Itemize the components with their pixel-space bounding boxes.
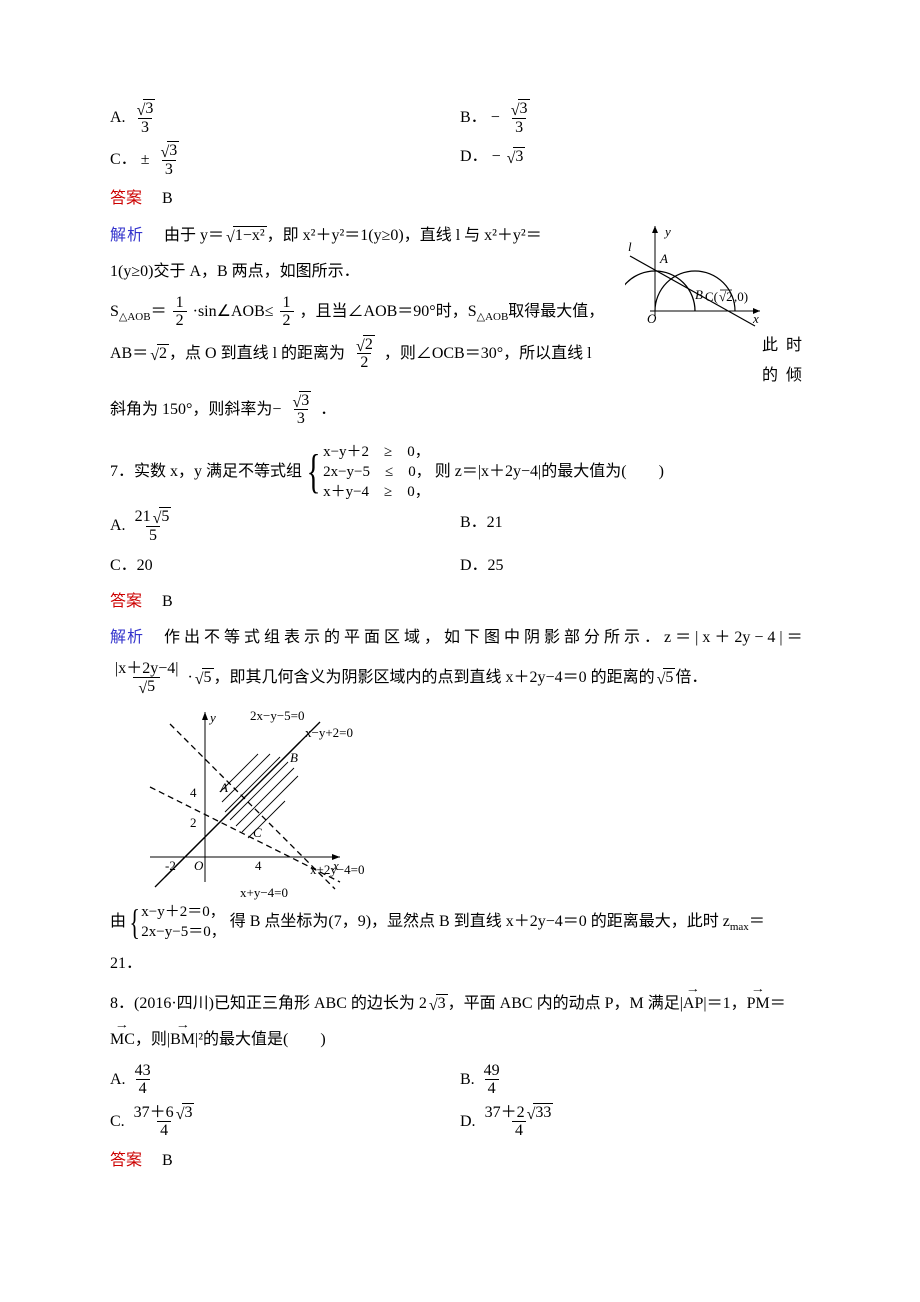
q7-option-B: B．21 bbox=[460, 508, 810, 544]
svg-text:-2: -2 bbox=[165, 858, 176, 873]
q6-explain-line5: 斜角为 150°，则斜率为− 3 3 ． bbox=[110, 392, 810, 428]
q6-optB-label: B． bbox=[460, 109, 487, 126]
q6-answer: 答案 B bbox=[110, 184, 810, 214]
q6-options-row1: A. 3 3 B． − 3 3 bbox=[110, 100, 810, 136]
q8-options-row1: A. 434 B. 494 bbox=[110, 1062, 810, 1098]
q8-option-B: B. 494 bbox=[460, 1062, 810, 1098]
svg-text:A: A bbox=[659, 251, 668, 266]
answer-label: 答案 bbox=[110, 190, 142, 207]
q7-explain-2: |x＋2y−4| 5 ·5，即其几何含义为阴影区域内的点到直线 x＋2y−4＝0… bbox=[110, 660, 810, 696]
q8-stem-line2: MC，则|BM|²的最大值是( ) bbox=[110, 1025, 810, 1055]
q7-after: 由 { x−y＋2＝0， 2x−y−5＝0， 得 B 点坐标为(7，9)，显然点… bbox=[110, 902, 810, 943]
svg-text:A: A bbox=[219, 780, 228, 795]
explain-label: 解析 bbox=[110, 629, 144, 646]
svg-text:B: B bbox=[695, 287, 703, 302]
q6-optB-sign: − bbox=[491, 109, 500, 126]
q6-optC-sign: ± bbox=[141, 151, 150, 168]
q8-stem-line1: 8．(2016·四川)已知正三角形 ABC 的边长为 23，平面 ABC 内的动… bbox=[110, 989, 810, 1019]
svg-text:2: 2 bbox=[190, 815, 197, 830]
svg-text:4: 4 bbox=[255, 858, 262, 873]
q6-option-C: C． ± 3 3 bbox=[110, 142, 460, 178]
svg-text:y: y bbox=[663, 224, 671, 239]
q7-stem: 7．实数 x，y 满足不等式组 { x−y＋2 ≥ 0， 2x−y−5 ≤ 0，… bbox=[110, 442, 810, 503]
answer-label: 答案 bbox=[110, 1152, 142, 1169]
q6-right-text1: 此 时 bbox=[625, 331, 810, 361]
q6-optB-frac: 3 3 bbox=[506, 100, 533, 136]
q6-explain-flex: 解析 由于 y＝1−x²，即 x²＋y²＝1(y≥0)，直线 l 与 x²＋y²… bbox=[110, 221, 810, 392]
svg-text:y: y bbox=[208, 710, 216, 725]
q6-explain-line3: S△AOB＝ 12 ·sin∠AOB≤ 12 ，且当∠AOB＝90°时，S△AO… bbox=[110, 294, 617, 330]
svg-text:C(: C( bbox=[705, 289, 718, 304]
q7-figure-wrap: 2x−y−5=0 x−y+2=0 x+2y−4=0 x+y−4=0 y x A … bbox=[110, 702, 810, 902]
q6-option-D: D． − 3 bbox=[460, 142, 810, 178]
q6-option-A: A. 3 3 bbox=[110, 100, 460, 136]
svg-text:O: O bbox=[647, 311, 657, 326]
answer-label: 答案 bbox=[110, 593, 142, 610]
q6-explain-line4: AB＝2，点 O 到直线 l 的距离为 2 2 ，则∠OCB＝30°，所以直线 … bbox=[110, 336, 617, 372]
q7-option-A: A. 215 5 bbox=[110, 508, 460, 544]
q8-option-D: D. 37＋233 4 bbox=[460, 1104, 810, 1140]
q8-option-A: A. 434 bbox=[110, 1062, 460, 1098]
q7-option-D: D．25 bbox=[460, 551, 810, 581]
q6-options-row2: C． ± 3 3 D． − 3 bbox=[110, 142, 810, 178]
q6-option-B: B． − 3 3 bbox=[460, 100, 810, 136]
svg-text:2x−y−5=0: 2x−y−5=0 bbox=[250, 708, 305, 723]
q6-explain-line1: 解析 由于 y＝1−x²，即 x²＋y²＝1(y≥0)，直线 l 与 x²＋y²… bbox=[110, 221, 617, 251]
q6-figure-svg: y l A B C( √2 ,0) O x bbox=[625, 221, 765, 331]
q7-explain-1: 解析 作 出 不 等 式 组 表 示 的 平 面 区 域 ， 如 下 图 中 阴… bbox=[110, 623, 810, 653]
q6-optD-label: D． bbox=[460, 148, 488, 165]
q7-options-row1: A. 215 5 B．21 bbox=[110, 508, 810, 544]
q7-options-row2: C．20 D．25 bbox=[110, 551, 810, 581]
q6-explain-left: 解析 由于 y＝1−x²，即 x²＋y²＝1(y≥0)，直线 l 与 x²＋y²… bbox=[110, 221, 617, 392]
explain-label: 解析 bbox=[110, 227, 144, 244]
q8-answer: 答案 B bbox=[110, 1146, 810, 1176]
svg-text:C: C bbox=[253, 825, 262, 840]
q6-explain-line2: 1(y≥0)交于 A，B 两点，如图所示． bbox=[110, 257, 617, 287]
q8-options-row2: C. 37＋63 4 D. 37＋233 4 bbox=[110, 1104, 810, 1140]
svg-text:x: x bbox=[752, 311, 759, 326]
q6-figure-col: y l A B C( √2 ,0) O x 此 时 的 倾 bbox=[617, 221, 810, 392]
svg-text:l: l bbox=[628, 239, 632, 254]
q7-answer: 答案 B bbox=[110, 587, 810, 617]
svg-text:x+y−4=0: x+y−4=0 bbox=[240, 885, 288, 900]
svg-text:x: x bbox=[332, 858, 339, 873]
q6-answer-value: B bbox=[162, 190, 173, 207]
q6-optC-frac: 3 3 bbox=[155, 142, 182, 178]
svg-text:,0): ,0) bbox=[734, 289, 748, 304]
svg-text:O: O bbox=[194, 858, 204, 873]
q6-optA-frac: 3 3 bbox=[132, 100, 159, 136]
svg-text:√2: √2 bbox=[719, 289, 733, 304]
q7-option-C: C．20 bbox=[110, 551, 460, 581]
q6-optD-sign: − bbox=[492, 148, 501, 165]
svg-text:4: 4 bbox=[190, 785, 197, 800]
q6-right-text2: 的 倾 bbox=[625, 361, 810, 391]
q6-optA-label: A. bbox=[110, 109, 126, 126]
svg-text:x−y+2=0: x−y+2=0 bbox=[305, 725, 353, 740]
q7-figure-svg: 2x−y−5=0 x−y+2=0 x+2y−4=0 x+y−4=0 y x A … bbox=[110, 702, 370, 902]
svg-text:B: B bbox=[290, 750, 298, 765]
q6-optC-label: C． bbox=[110, 151, 137, 168]
q8-option-C: C. 37＋63 4 bbox=[110, 1104, 460, 1140]
q7-after-2: 21． bbox=[110, 949, 810, 979]
